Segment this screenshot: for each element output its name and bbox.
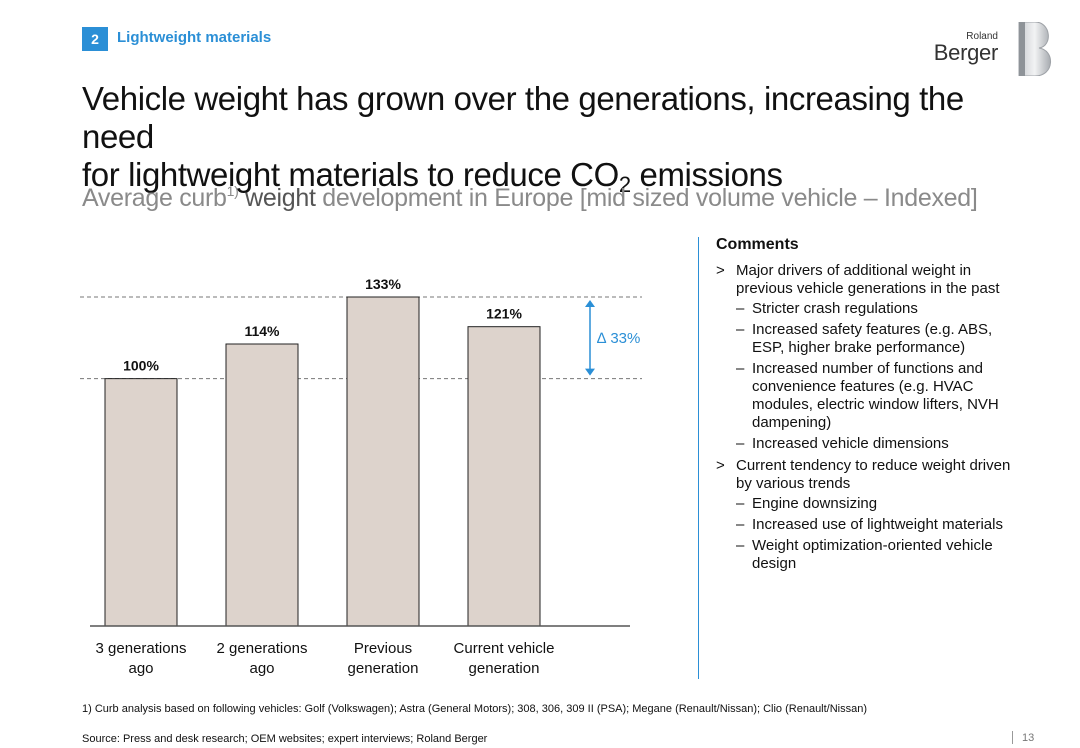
- comment-item: Major drivers of additional weight in pr…: [716, 262, 1016, 453]
- delta-label: ∆ 33%: [597, 330, 640, 347]
- weight-bar-chart: 100% 3 generations ago 114% 2 generations ago…: [80, 276, 642, 677]
- page-number: 13: [1022, 732, 1035, 744]
- logo-b-mark-icon: [1018, 22, 1051, 76]
- comment-sub-item: Increased number of functions and conven…: [736, 360, 1016, 432]
- logo-text-roland: Roland: [966, 31, 998, 42]
- bar: [225, 343, 299, 627]
- chart-subtitle: Average curb1) weight development in Eur…: [82, 184, 978, 213]
- comment-item-text: Current tendency to reduce weight driven…: [736, 457, 1011, 492]
- category-label: ago: [249, 660, 274, 677]
- subtitle-part-1: Average curb: [82, 184, 227, 212]
- comment-sub-list: Stricter crash regulations Increased safe…: [736, 300, 1016, 453]
- comments-title: Comments: [716, 236, 799, 253]
- logo-text-berger: Berger: [933, 40, 999, 65]
- headline-line-2: for lightweight materials to reduce CO2 …: [82, 156, 1042, 197]
- subtitle-part-3: development in Europe [mid sized volume …: [315, 184, 978, 212]
- comment-sub-list: Engine downsizing Increased use of lightw…: [736, 495, 1016, 573]
- headline: Vehicle weight has grown over the genera…: [82, 80, 1042, 197]
- headline-line-1: Vehicle weight has grown over the genera…: [82, 80, 964, 155]
- headline-line-2-text: for lightweight materials to reduce CO: [82, 156, 619, 193]
- page-number-separator: [1012, 731, 1013, 744]
- subtitle-part-2: weight: [238, 184, 316, 212]
- comments-panel: Comments Major drivers of additional wei…: [716, 236, 1016, 577]
- roland-berger-logo: Roland Berger: [934, 22, 1059, 77]
- comment-sub-item: Engine downsizing: [736, 495, 1016, 513]
- category-label: 2 generations: [217, 640, 308, 657]
- category-label: 3 generations: [96, 640, 187, 657]
- vertical-divider: [698, 237, 699, 679]
- bar: [467, 326, 541, 627]
- data-label: 133%: [365, 276, 401, 292]
- comments-list: Major drivers of additional weight in pr…: [716, 262, 1016, 573]
- comment-sub-item: Stricter crash regulations: [736, 300, 1016, 318]
- bar: [346, 296, 420, 627]
- data-label: 100%: [123, 358, 159, 374]
- comment-sub-item: Increased use of lightweight materials: [736, 516, 1016, 534]
- headline-line-2-end: emissions: [630, 156, 783, 193]
- comment-sub-item: Weight optimization-oriented vehicle des…: [736, 537, 1016, 573]
- source-note: Source: Press and desk research; OEM web…: [82, 733, 488, 745]
- data-label: 114%: [244, 323, 280, 339]
- delta-arrow-up-icon: [585, 300, 595, 307]
- footnote: 1) Curb analysis based on following vehi…: [82, 703, 868, 715]
- headline-subscript: 2: [618, 172, 631, 197]
- data-label: 121%: [486, 306, 522, 322]
- comment-sub-item: Increased vehicle dimensions: [736, 435, 1016, 453]
- delta-arrow-down-icon: [585, 368, 595, 376]
- category-label: Previous: [354, 640, 412, 657]
- bar: [104, 378, 178, 627]
- comment-sub-item: Increased safety features (e.g. ABS, ESP…: [736, 321, 1016, 357]
- comment-item-text: Major drivers of additional weight in pr…: [736, 262, 1000, 297]
- category-label: generation: [348, 660, 419, 677]
- section-title: Lightweight materials: [117, 29, 272, 46]
- category-label: generation: [469, 660, 540, 677]
- section-number-badge: 2: [82, 27, 108, 51]
- comment-item: Current tendency to reduce weight driven…: [716, 457, 1016, 573]
- category-label: ago: [128, 660, 153, 677]
- category-label: Current vehicle: [454, 640, 555, 657]
- subtitle-footnote-marker: 1): [226, 183, 239, 199]
